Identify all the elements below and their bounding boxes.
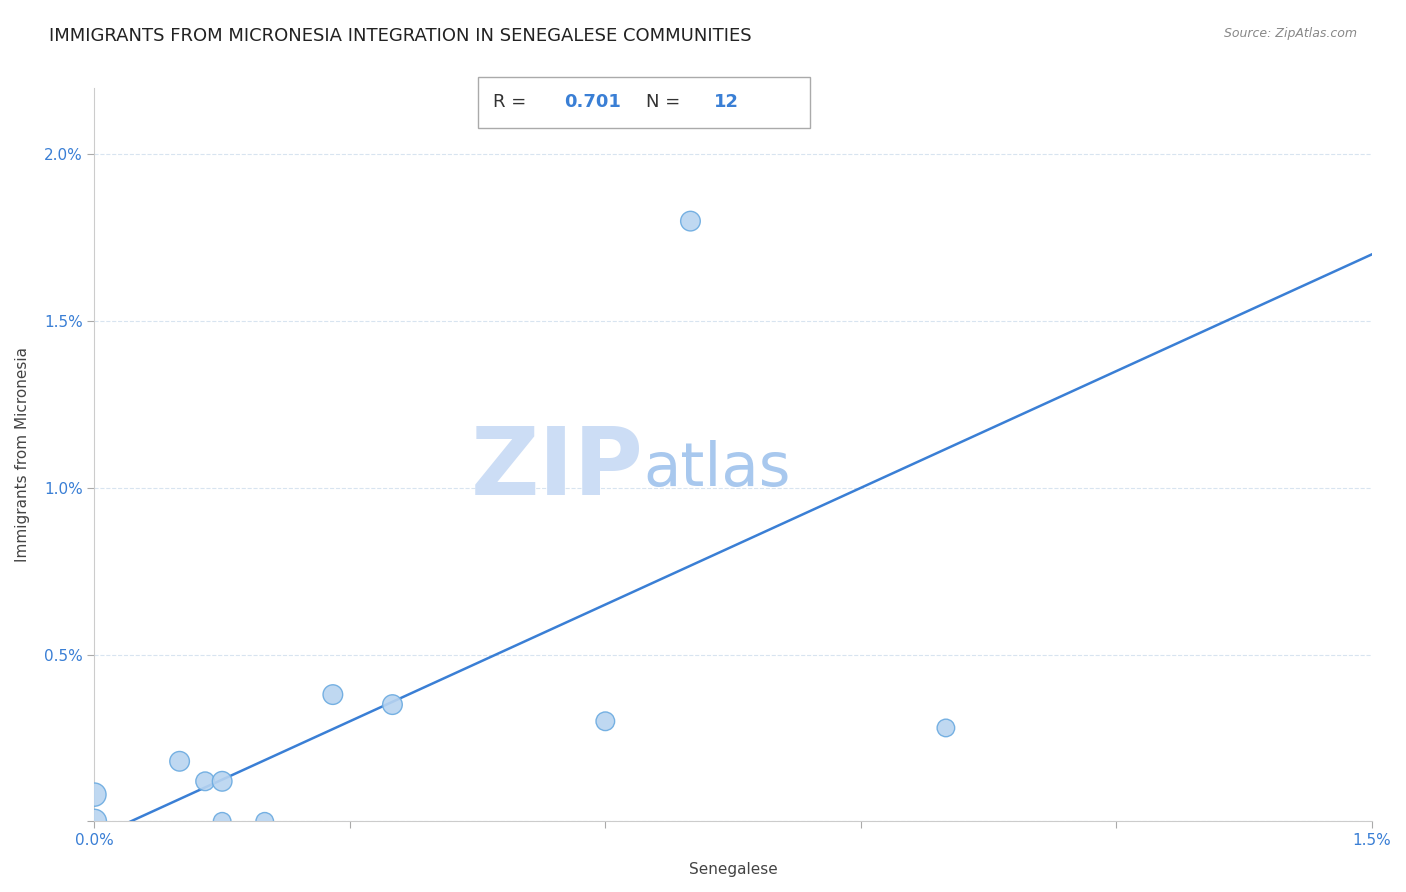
Point bbox=[679, 214, 702, 228]
Point bbox=[381, 698, 404, 712]
Text: Source: ZipAtlas.com: Source: ZipAtlas.com bbox=[1223, 27, 1357, 40]
X-axis label: Senegalese: Senegalese bbox=[689, 862, 778, 877]
Point bbox=[253, 814, 276, 829]
Point bbox=[169, 754, 191, 768]
Point bbox=[211, 774, 233, 789]
Text: IMMIGRANTS FROM MICRONESIA INTEGRATION IN SENEGALESE COMMUNITIES: IMMIGRANTS FROM MICRONESIA INTEGRATION I… bbox=[49, 27, 752, 45]
Point bbox=[322, 688, 344, 702]
Point bbox=[83, 788, 105, 802]
Point bbox=[595, 714, 617, 729]
Y-axis label: Immigrants from Micronesia: Immigrants from Micronesia bbox=[15, 347, 30, 562]
Point bbox=[935, 721, 957, 735]
Text: R =: R = bbox=[494, 94, 531, 112]
Point bbox=[194, 774, 217, 789]
Point bbox=[211, 814, 233, 829]
Text: N =: N = bbox=[647, 94, 686, 112]
FancyBboxPatch shape bbox=[478, 77, 810, 128]
Point bbox=[83, 814, 105, 829]
Text: 12: 12 bbox=[714, 94, 740, 112]
Text: atlas: atlas bbox=[644, 440, 792, 499]
Text: 0.701: 0.701 bbox=[564, 94, 621, 112]
Text: ZIP: ZIP bbox=[471, 423, 644, 516]
